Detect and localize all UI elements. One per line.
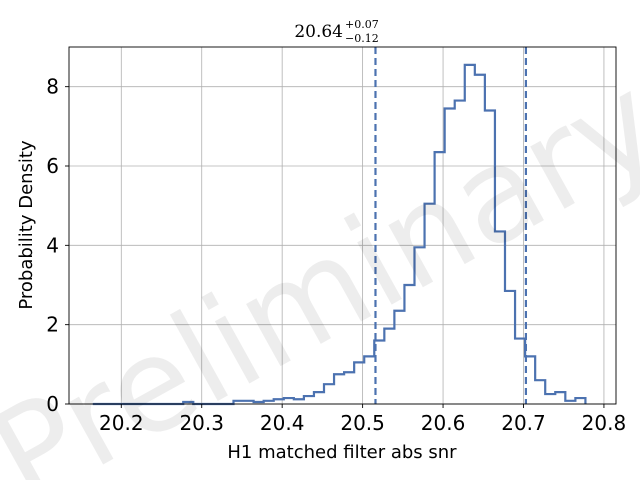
y-axis-ticks: 0 2 4 6 8	[46, 75, 69, 416]
y-axis-label: Probability Density	[16, 140, 37, 310]
x-tick-label: 20.6	[421, 411, 466, 435]
x-tick-label: 20.3	[179, 411, 224, 435]
x-tick-label: 20.8	[582, 411, 627, 435]
x-tick-label: 20.4	[260, 411, 305, 435]
title-plus-error: +0.07	[345, 18, 379, 31]
y-tick-label: 2	[46, 313, 59, 337]
chart-title: 20.64 +0.07 −0.12	[294, 18, 378, 45]
y-tick-label: 0	[46, 392, 59, 416]
quantile-lines	[374, 47, 528, 404]
title-median: 20.64	[294, 22, 343, 42]
title-minus-error: −0.12	[345, 32, 379, 45]
x-tick-label: 20.5	[340, 411, 385, 435]
plot-frame	[68, 46, 617, 405]
y-tick-label: 4	[46, 233, 59, 257]
y-tick-label: 6	[46, 154, 59, 178]
x-tick-label: 20.7	[501, 411, 546, 435]
y-tick-label: 8	[46, 75, 59, 99]
x-axis-ticks: 20.2 20.3 20.4 20.5 20.6 20.7 20.8	[99, 404, 626, 435]
x-axis-label: H1 matched filter abs snr	[227, 442, 457, 463]
x-tick-label: 20.2	[99, 411, 144, 435]
